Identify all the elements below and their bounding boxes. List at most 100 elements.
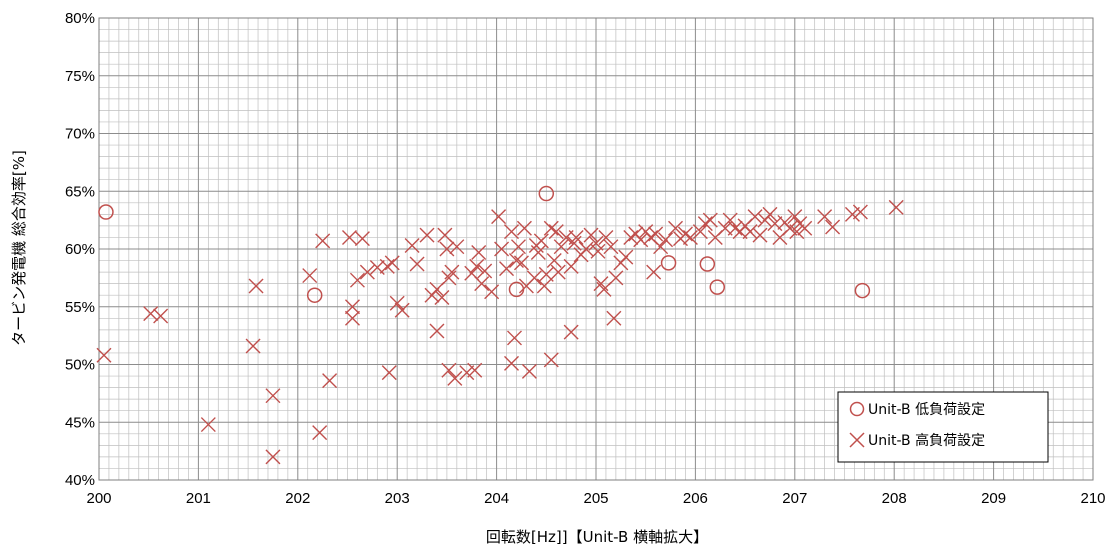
high-load-point [510,239,526,255]
legend: Unit-B 低負荷設定 Unit-B 高負荷設定 [837,391,1049,463]
x-tick-label: 205 [583,490,608,507]
x-tick-label: 200 [86,490,111,507]
x-axis-label: 回転数[Hz]]【Unit-B 横軸拡大】 [486,528,708,546]
legend-x-marker [849,432,865,448]
high-load-point [606,310,622,326]
high-load-point [590,243,606,259]
low-load-point [699,256,716,272]
high-load-point [817,209,833,225]
high-load-point [789,224,805,240]
legend-entry-low-load: Unit-B 低負荷設定 [868,402,985,418]
high-load-point [381,365,397,381]
x-tick-label: 206 [683,490,708,507]
legend-entry-high-load: Unit-B 高負荷設定 [868,432,985,449]
y-tick-label: 40% [65,472,95,489]
x-tick-label: 202 [285,490,310,507]
y-tick-label: 60% [65,241,95,258]
high-load-point [608,270,624,286]
high-load-point [508,253,524,269]
high-load-point [315,233,331,249]
high-load-point [322,373,338,389]
high-load-point [538,266,554,282]
high-load-point [583,227,599,243]
high-load-point [499,261,515,277]
high-load-point [153,308,169,324]
high-load-point [787,209,803,225]
high-load-point [603,239,619,255]
high-load-point [682,229,698,245]
high-load-point [248,278,264,294]
high-load-point [359,264,375,280]
high-load-point [825,219,841,235]
low-load-point [538,185,555,202]
high-load-point [530,244,546,260]
high-load-point [474,276,490,292]
high-load-point [653,239,669,255]
y-tick-label: 70% [65,126,95,143]
high-load-point [200,417,216,433]
high-load-point [494,241,510,257]
x-tick-label: 203 [385,490,410,507]
high-load-point [389,295,405,311]
high-load-point [506,330,522,346]
high-load-point [702,212,718,228]
high-load-point [477,263,493,279]
high-load-point [467,362,483,378]
y-axis-label: タービン発電機 総合効率[%] [10,150,28,346]
low-load-point [306,287,323,303]
high-load-point [394,302,410,318]
high-load-point [742,224,758,240]
high-load-point [722,212,738,228]
high-load-point [797,220,813,236]
high-load-point [566,235,582,251]
high-load-point [354,231,370,247]
high-load-point [96,347,112,363]
high-load-point [444,264,460,280]
high-load-point [633,232,649,248]
high-load-point [504,355,520,371]
high-load-point [533,233,549,249]
high-load-point [658,232,674,248]
x-tick-label: 210 [1080,490,1105,507]
x-tick-label: 208 [882,490,907,507]
high-load-point [513,255,529,271]
high-load-point [553,239,569,255]
x-axis-ticks: 200 201 202 203 204 205 206 207 208 209 210 [86,490,1105,507]
high-load-point [469,258,485,274]
high-load-point [349,272,365,288]
high-load-point [563,258,579,274]
high-load-point [752,227,768,243]
high-load-point [504,224,520,240]
high-load-point [449,239,465,255]
high-load-point [546,253,562,269]
high-load-point [852,204,868,220]
high-load-point [550,264,566,280]
high-load-point [598,229,614,245]
y-tick-label: 55% [65,299,95,316]
high-load-point [143,306,159,322]
high-load-point [563,324,579,340]
y-tick-label: 65% [65,183,95,200]
high-load-point [434,290,450,306]
x-tick-label: 207 [782,490,807,507]
high-load-point [302,268,318,284]
high-load-point [596,281,612,297]
x-tick-label: 204 [484,490,509,507]
high-load-point [692,224,708,240]
low-load-point [98,204,114,220]
high-load-point [344,310,360,326]
high-load-point [409,256,425,272]
high-load-point [668,220,684,236]
high-load-point [646,264,662,280]
x-tick-label: 209 [981,490,1006,507]
low-load-point [660,255,677,271]
high-load-point [384,255,400,271]
x-tick-label: 201 [186,490,211,507]
high-load-point [648,226,664,242]
high-load-point [245,338,261,354]
y-tick-label: 75% [65,68,95,85]
high-load-point [782,220,798,236]
high-load-point [265,388,281,404]
high-load-point [437,227,453,243]
